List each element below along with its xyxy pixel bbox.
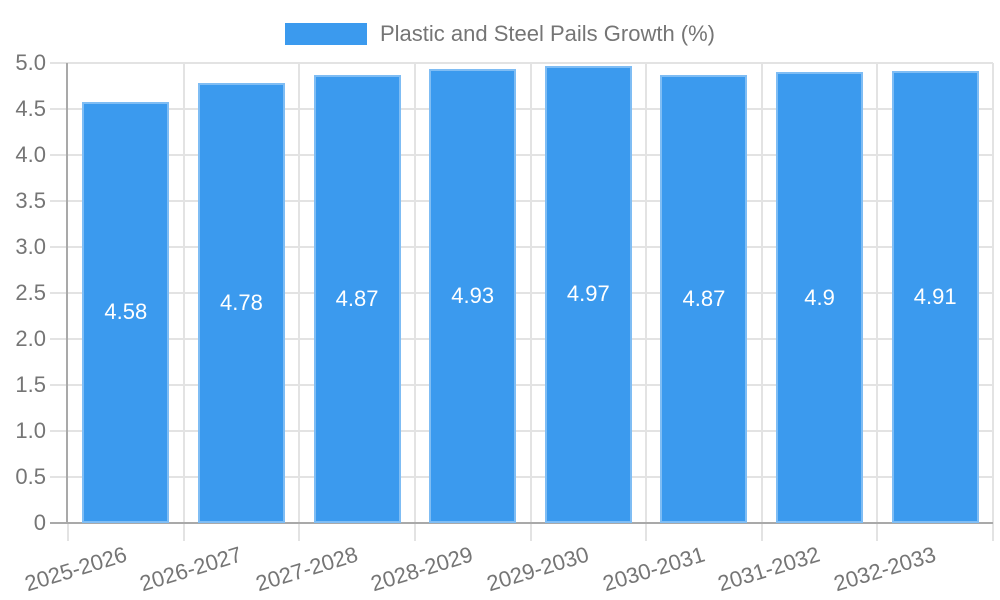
bar-value-label: 4.93 [451, 283, 495, 309]
y-axis-tick [50, 292, 68, 294]
y-tick-label: 4.5 [15, 96, 46, 121]
x-axis-line [50, 522, 993, 524]
y-axis-tick [50, 246, 68, 248]
bar-value-label: 4.58 [104, 299, 148, 325]
y-tick-label: 3.0 [15, 234, 46, 259]
bar[interactable] [544, 65, 632, 523]
x-tick-label: 2027-2028 [252, 541, 361, 597]
y-axis-tick [50, 384, 68, 386]
x-axis-tick [67, 523, 69, 541]
bar-value-label: 4.9 [804, 284, 835, 310]
x-axis-tick [182, 523, 185, 541]
legend-swatch [284, 23, 367, 45]
x-axis-tick [645, 523, 648, 541]
x-axis-tick [992, 523, 994, 541]
y-tick-label: 1.5 [15, 372, 46, 397]
gridline-vertical [992, 63, 994, 523]
bar[interactable] [197, 83, 285, 523]
bar-value-label: 4.78 [220, 290, 263, 316]
bar-value-label: 4.87 [335, 285, 379, 311]
y-axis-tick [50, 62, 68, 64]
x-tick-label: 2026-2027 [137, 541, 245, 597]
y-axis-line [66, 63, 68, 523]
y-tick-label: 1.0 [15, 418, 46, 443]
y-tick-label: 2.0 [15, 326, 46, 351]
x-tick-label: 2030-2031 [599, 541, 708, 597]
y-tick-label: 3.5 [15, 188, 46, 213]
legend[interactable]: Plastic and Steel Pails Growth (%) [0, 21, 1000, 47]
x-tick-label: 2028-2029 [368, 541, 477, 597]
legend-label: Plastic and Steel Pails Growth (%) [379, 21, 716, 46]
gridline-vertical [298, 63, 301, 523]
bar-value-label: 4.97 [566, 281, 610, 307]
y-tick-label: 0 [33, 510, 46, 535]
bar[interactable] [82, 101, 170, 523]
y-axis-tick [50, 476, 68, 478]
gridline-vertical [876, 63, 879, 523]
x-axis-tick [760, 523, 763, 541]
x-tick-label: 2029-2030 [483, 541, 592, 597]
bar[interactable] [776, 72, 864, 523]
x-tick-label: 2025-2026 [21, 541, 130, 597]
y-tick-label: 4.0 [15, 142, 46, 167]
bar-value-label: 4.91 [913, 284, 957, 310]
y-tick-label: 5.0 [15, 50, 46, 75]
x-tick-label: 2031-2032 [715, 541, 824, 597]
y-axis-tick [50, 430, 68, 432]
gridline-vertical [182, 63, 185, 523]
x-tick-label: 2032-2033 [830, 541, 939, 597]
y-axis-tick [50, 200, 68, 202]
bar[interactable] [891, 71, 979, 523]
y-axis-tick [50, 338, 68, 340]
bar-value-label: 4.87 [682, 285, 726, 311]
bar[interactable] [429, 69, 517, 523]
x-axis-tick [298, 523, 301, 541]
gridline-vertical [760, 63, 763, 523]
gridline-vertical [645, 63, 648, 523]
bar[interactable] [313, 74, 401, 523]
x-axis-tick [876, 523, 879, 541]
y-axis-tick [50, 154, 68, 156]
y-axis-tick [50, 108, 68, 110]
x-axis-tick [413, 523, 416, 541]
x-axis-tick [529, 523, 532, 541]
gridline-vertical [529, 63, 532, 523]
gridline-vertical [413, 63, 416, 523]
y-tick-label: 2.5 [15, 280, 46, 305]
y-tick-label: 0.5 [15, 464, 46, 489]
bar[interactable] [660, 74, 748, 523]
